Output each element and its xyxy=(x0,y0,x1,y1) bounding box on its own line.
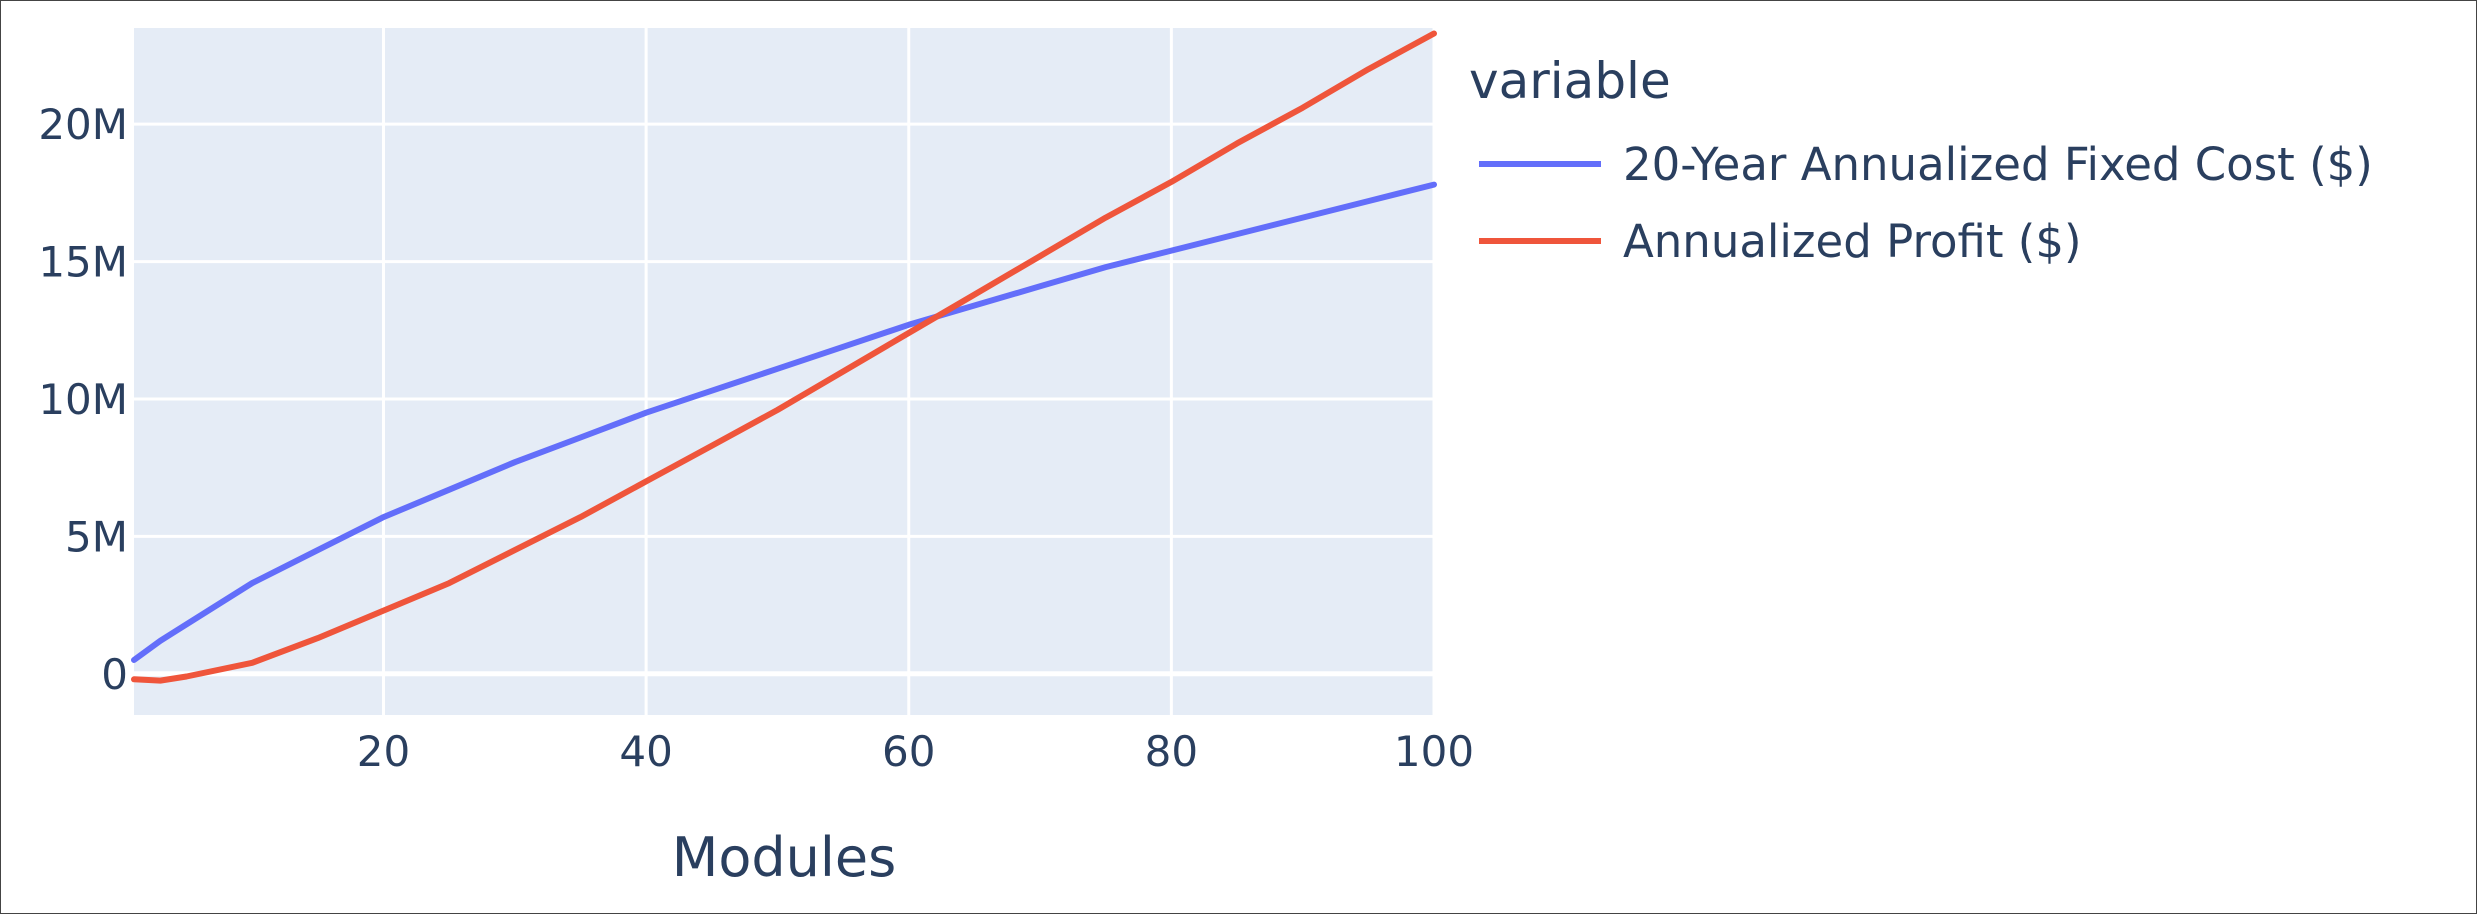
x-tick-label: 60 xyxy=(882,727,935,776)
x-tick-label: 100 xyxy=(1394,727,1474,776)
x-tick-label: 20 xyxy=(357,727,410,776)
series-lines xyxy=(131,30,1437,684)
x-axis-title: Modules xyxy=(672,826,897,889)
legend-title: variable xyxy=(1469,52,1671,110)
series-line-1 xyxy=(131,181,1437,663)
x-tick-label: 80 xyxy=(1145,727,1198,776)
series-line-2 xyxy=(131,30,1437,684)
y-tick-label: 15M xyxy=(38,238,128,287)
x-tick-label: 40 xyxy=(619,727,672,776)
y-axis-ticks: 0 5M 10M 15M 20M xyxy=(38,100,128,699)
y-tick-label: 5M xyxy=(65,512,128,561)
legend: variable 20-Year Annualized Fixed Cost (… xyxy=(1469,52,2373,268)
y-tick-label: 0 xyxy=(101,650,128,699)
x-axis-ticks: 20 40 60 80 100 xyxy=(357,727,1474,776)
y-tick-label: 20M xyxy=(38,100,128,149)
y-tick-label: 10M xyxy=(38,375,128,424)
legend-label-1[interactable]: 20-Year Annualized Fixed Cost ($) xyxy=(1623,138,2373,191)
legend-label-2[interactable]: Annualized Profit ($) xyxy=(1623,215,2082,268)
plot-background xyxy=(134,28,1434,715)
